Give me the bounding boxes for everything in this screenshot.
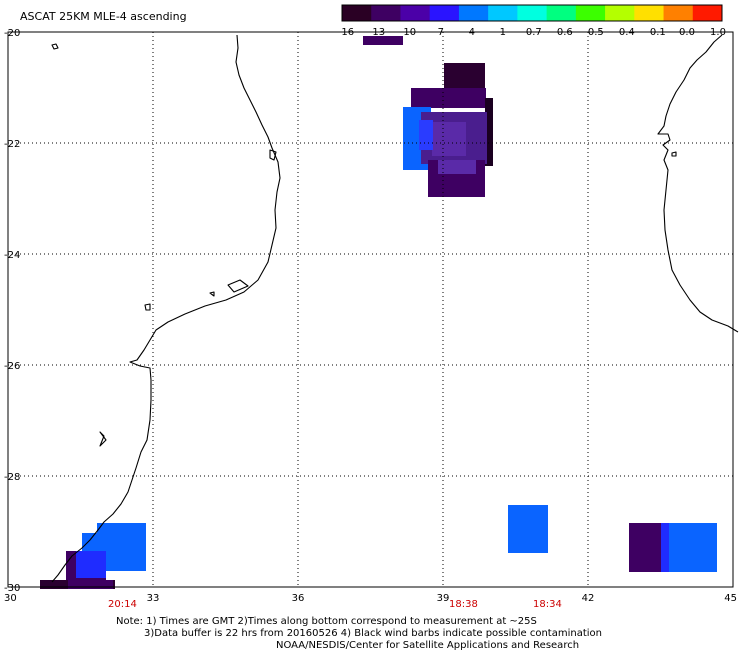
colorbar-frame [341,4,723,22]
note-line-1: Note: 1) Times are GMT 2)Times along bot… [116,616,537,627]
colorbar-swatch [634,5,665,21]
colorbar-swatch [663,5,694,21]
latitude-tick-label: -26 [4,361,20,372]
longitude-labels: 30 33 36 39 42 45 [4,593,737,604]
note-line-3: NOAA/NESDIS/Center for Satellite Applica… [276,640,579,650]
latitude-tick-label: -22 [4,139,20,150]
swath-center [403,63,493,197]
swath-cell [432,122,466,156]
coastline-africa [51,34,281,583]
colorbar-swatch [342,5,372,21]
swath-cell [76,551,106,578]
swath-cell [661,523,670,572]
colorbar-swatch [400,5,431,21]
colorbar-swatch [575,5,606,21]
swath-lower-right [629,523,717,572]
swath-cell [669,523,717,572]
swath-lower-center [508,505,548,553]
swath-cell [444,63,485,91]
map-frame [7,31,734,588]
latitude-tick-label: -30 [4,583,20,594]
map-title: ASCAT 25KM MLE-4 ascending [20,10,187,23]
longitude-tick-label: 30 [4,593,17,604]
gridlines [8,32,733,587]
colorbar-swatch [458,5,489,21]
coastline-island-1 [51,43,59,50]
colorbar-swatch [517,5,548,21]
swath-top-strip [363,36,403,45]
colorbar: -16 -13 -10 -7 -4 -1 -0.7 -0.6 -0.5 -0.4 -0.1 0.0 1.… [338,4,726,38]
swath-cell [411,88,486,108]
coastline-bay-2 [227,279,249,293]
pass-time-3: 18:34 [533,599,562,610]
latitude-tick-label: -20 [4,28,20,39]
swath-cell [68,580,113,589]
colorbar-swatch [429,5,460,21]
swath-cell [485,98,493,166]
longitude-tick-label: 39 [437,593,450,604]
coastlines [51,34,739,583]
longitude-tick-label: 45 [724,593,737,604]
longitude-tick-label: 33 [147,593,160,604]
coastline-madagascar [657,34,739,333]
swath-cell [419,120,433,150]
swath-lower-left [40,523,146,589]
colorbar-swatch [692,5,723,21]
latitude-tick-label: -24 [4,250,20,261]
colorbar-swatch [371,5,401,21]
latitude-tick-label: -28 [4,472,20,483]
coastline-island-2 [144,303,151,311]
pass-time-2: 18:38 [449,599,478,610]
latitude-labels: -20 -22 -24 -26 -28 -30 [4,28,20,594]
colorbar-swatch [546,5,577,21]
coastline-bay-1 [269,149,277,161]
coastline-madagascar-islet [671,151,677,157]
swath-cell [438,160,476,174]
longitude-tick-label: 42 [582,593,595,604]
colorbar-swatches [342,5,723,21]
coastline-bay-3 [99,431,107,447]
pass-time-1: 20:14 [108,599,137,610]
note-line-2: 3)Data buffer is 22 hrs from 20160526 4)… [144,628,602,639]
wind-swaths [40,36,717,589]
colorbar-swatch [605,5,635,21]
longitude-tick-label: 36 [292,593,305,604]
colorbar-swatch [488,5,518,21]
coastline-islet-1 [209,291,215,297]
